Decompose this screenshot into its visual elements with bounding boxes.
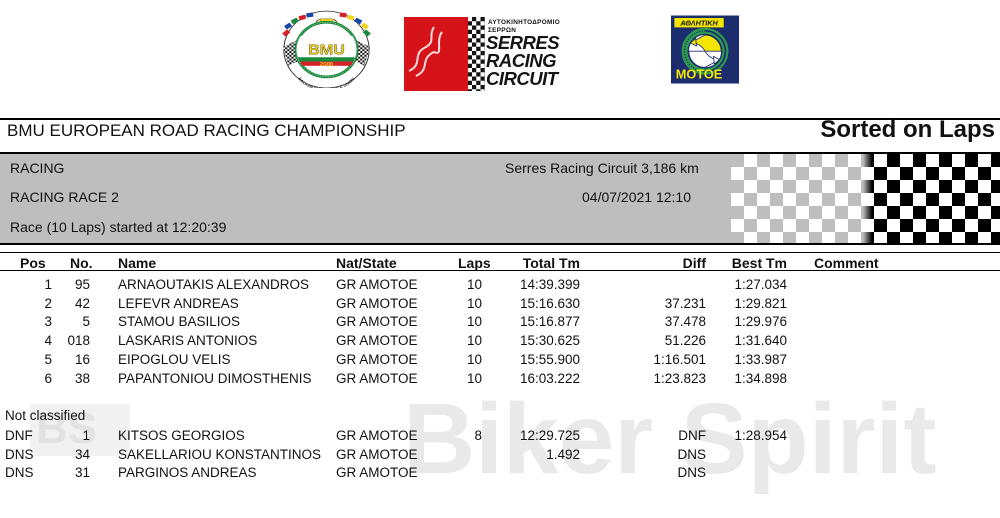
svg-text:ΑΘΛΗΤΙΚΗ: ΑΘΛΗΤΙΚΗ <box>679 19 718 28</box>
svg-text:ΜΟΤΟΕ: ΜΟΤΟΕ <box>676 66 723 81</box>
svg-text:BMU: BMU <box>308 42 345 58</box>
svg-text:2000: 2000 <box>320 62 334 68</box>
